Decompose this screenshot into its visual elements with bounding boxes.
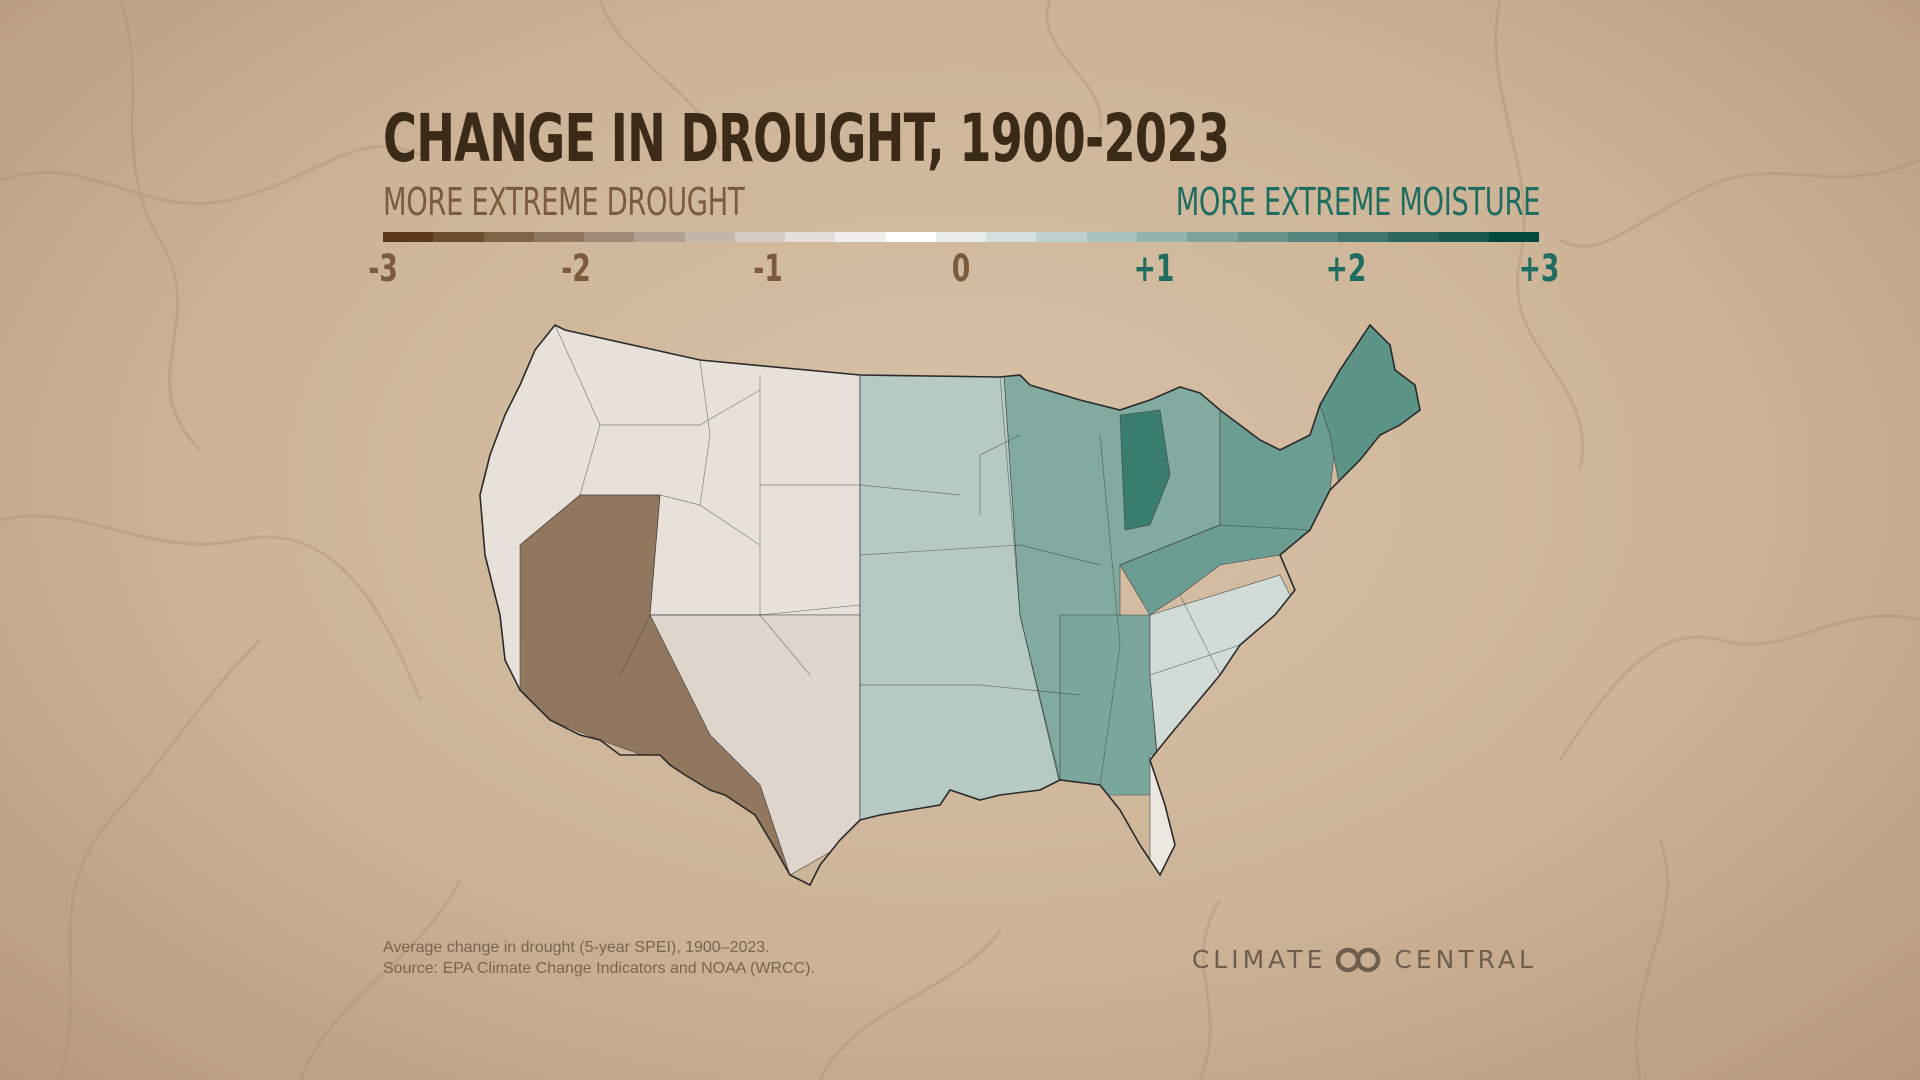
scale-swatch [483,232,534,242]
footnote-source: Source: EPA Climate Change Indicators an… [383,960,815,977]
scale-swatch [1488,232,1540,242]
scale-swatch [785,232,836,242]
scale-swatch [684,232,735,242]
legend-tick-pos1: +1 [1133,247,1175,290]
scale-swatch [986,232,1037,242]
legend-tick-pos2: +2 [1325,247,1367,290]
legend-tick-neg1: -1 [753,247,784,290]
scale-swatch [885,232,936,242]
us-drought-map [479,323,1421,887]
map-region-florida [1149,754,1181,885]
scale-swatch [433,232,484,242]
map-region-southeast [1149,574,1301,786]
brand-word-central: CENTRAL [1394,945,1537,974]
scale-swatch [835,232,886,242]
scale-swatch [584,232,635,242]
scale-swatch [734,232,786,242]
map-region-new-england [1319,325,1420,491]
scale-swatch [1187,232,1238,242]
legend-tick-neg2: -2 [560,247,591,290]
color-scale-bar [383,232,1540,242]
map-region-south [1059,614,1161,796]
brand-word-climate: CLIMATE [1191,945,1327,974]
scale-swatch [383,232,434,242]
us-outline [479,323,1421,887]
scale-swatch [634,232,685,242]
scale-swatch [1136,232,1188,242]
scale-swatch [1388,232,1439,242]
footnote-description: Average change in drought (5-year SPEI),… [383,939,770,956]
scale-swatch [1438,232,1489,242]
scale-swatch [1036,232,1087,242]
climate-central-logo: CLIMATE CENTRAL [1192,945,1537,974]
legend-tick-zero: 0 [951,247,971,290]
map-region-michigan [1119,409,1171,531]
scale-swatch [1287,232,1339,242]
climate-central-mark-icon [1336,947,1381,972]
chart-title: CHANGE IN DROUGHT, 1900-2023 [383,100,1230,177]
legend-moisture-label: MORE EXTREME MOISTURE [1175,180,1541,224]
legend-drought-label: MORE EXTREME DROUGHT [383,180,745,224]
scale-swatch [1237,232,1288,242]
scale-swatch [935,232,987,242]
scale-swatch [1338,232,1389,242]
legend-tick-pos3: +3 [1518,247,1560,290]
scale-swatch [1086,232,1137,242]
legend-tick-neg3: -3 [368,247,398,290]
scale-swatch [533,232,585,242]
